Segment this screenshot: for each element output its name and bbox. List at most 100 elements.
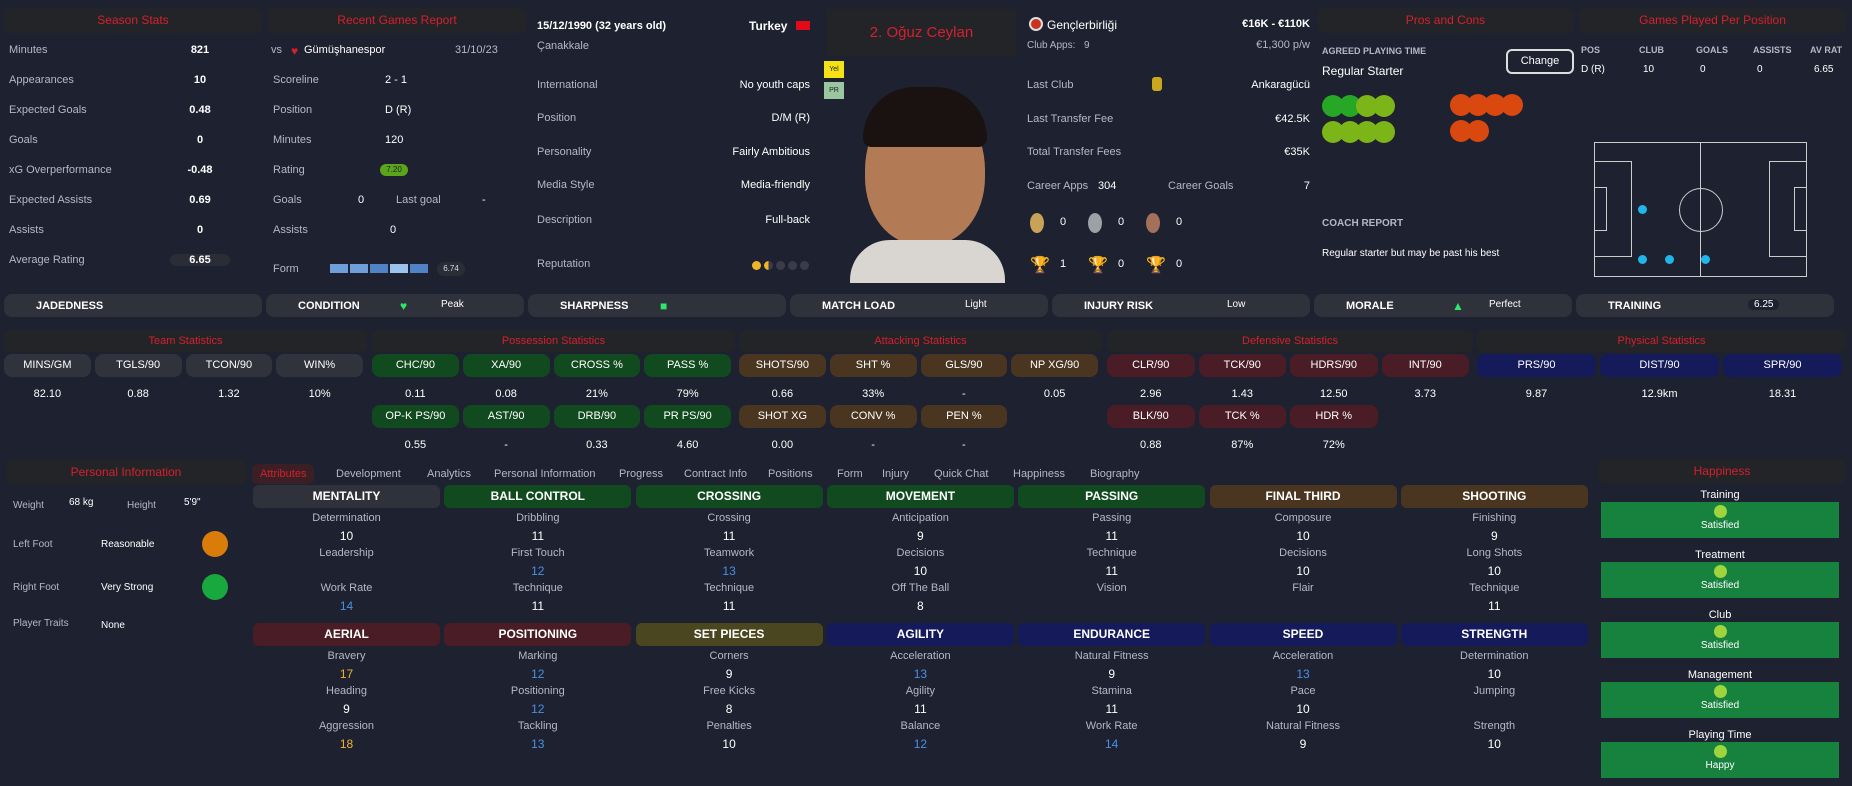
column-header[interactable]: ASSISTS: [1753, 45, 1792, 55]
pro-icon[interactable]: [1356, 121, 1378, 143]
stat-box[interactable]: HDR %: [1290, 405, 1378, 428]
column-value: 6.65: [1814, 64, 1834, 75]
tab-quick-chat[interactable]: Quick Chat: [934, 468, 989, 480]
stat-box[interactable]: TGLS/90: [94, 354, 182, 377]
change-button[interactable]: Change: [1506, 49, 1574, 74]
position-dot[interactable]: [1701, 255, 1710, 264]
stat-box[interactable]: INT/90: [1381, 354, 1469, 377]
status-value: Low: [1227, 299, 1246, 310]
attribute-label: Heading: [326, 685, 367, 697]
stat-box[interactable]: PASS %: [644, 354, 731, 377]
stat-label: Minutes: [9, 44, 48, 56]
stat-box[interactable]: CROSS %: [553, 354, 641, 377]
stat-box[interactable]: BLK/90: [1107, 405, 1195, 428]
tab-attributes[interactable]: Attributes: [252, 464, 315, 484]
tab-contract-info[interactable]: Contract Info: [684, 468, 747, 480]
stat-box[interactable]: CLR/90: [1107, 354, 1195, 377]
traits: None: [101, 620, 125, 631]
tab-personal-information[interactable]: Personal Information: [494, 468, 596, 480]
pro-icon[interactable]: [1339, 121, 1361, 143]
con-icon[interactable]: [1484, 94, 1506, 116]
last-goal: -: [482, 194, 486, 206]
stat-value: 79%: [676, 388, 699, 400]
con-icon[interactable]: [1450, 94, 1472, 116]
tab-positions[interactable]: Positions: [768, 468, 813, 480]
pro-icon[interactable]: [1322, 121, 1344, 143]
tab-progress[interactable]: Progress: [619, 468, 664, 480]
opponent[interactable]: Gümüşhanespor: [304, 44, 386, 56]
tab-biography[interactable]: Biography: [1090, 468, 1140, 480]
stat-box[interactable]: WIN%: [276, 354, 363, 377]
last-club[interactable]: Ankaragücü: [1251, 79, 1310, 91]
pro-icon[interactable]: [1373, 121, 1395, 143]
goals-label: Goals: [273, 194, 302, 206]
career-apps-label: Career Apps: [1027, 180, 1089, 192]
stat-box[interactable]: CONV %: [829, 405, 917, 428]
status-value: 6.25: [1748, 299, 1780, 310]
stat-box[interactable]: NP XG/90: [1011, 354, 1098, 377]
tab-analytics[interactable]: Analytics: [427, 468, 472, 480]
tab-happiness[interactable]: Happiness: [1013, 468, 1065, 480]
stat-box[interactable]: XA/90: [462, 354, 550, 377]
stat-box[interactable]: SHOTS/90: [739, 354, 826, 377]
stat-box[interactable]: AST/90: [462, 405, 550, 428]
column-header[interactable]: GOALS: [1696, 45, 1729, 55]
smiley-icon: [1713, 685, 1727, 698]
status-injury-risk: INJURY RISK: [1052, 294, 1310, 317]
stat-value: 0.33: [586, 439, 608, 451]
attribute-group-crossing: CROSSING: [635, 485, 823, 508]
stat-box[interactable]: TCK %: [1198, 405, 1286, 428]
stat-box[interactable]: TCON/90: [185, 354, 273, 377]
stat-box[interactable]: DIST/90: [1600, 354, 1719, 377]
rating-label: Rating: [273, 164, 305, 176]
attribute-label: Anticipation: [891, 512, 949, 524]
stat-box[interactable]: GLS/90: [920, 354, 1008, 377]
turkey-flag-icon: [796, 21, 810, 30]
stat-box[interactable]: PEN %: [920, 405, 1008, 428]
tab-form[interactable]: Form: [837, 468, 863, 480]
attribute-label: Dribbling: [516, 512, 560, 524]
con-icon[interactable]: [1501, 94, 1523, 116]
stat-box[interactable]: TCK/90: [1198, 354, 1286, 377]
stat-box[interactable]: OP-K PS/90: [372, 405, 459, 428]
stat-box[interactable]: MINS/GM: [4, 354, 91, 377]
con-icon[interactable]: [1450, 120, 1472, 142]
position-dot[interactable]: [1638, 255, 1647, 264]
stat-box[interactable]: PR PS/90: [644, 405, 731, 428]
stat-box[interactable]: CHC/90: [372, 354, 459, 377]
position-dot[interactable]: [1638, 205, 1647, 214]
stat-label: Goals: [9, 134, 38, 146]
club-name[interactable]: Gençlerbirliği: [1047, 18, 1118, 32]
pro-icon[interactable]: [1322, 95, 1344, 117]
pro-icon[interactable]: [1356, 95, 1378, 117]
stat-box[interactable]: SPR/90: [1723, 354, 1842, 377]
con-icon[interactable]: [1467, 120, 1489, 142]
con-icon[interactable]: [1467, 94, 1489, 116]
nation[interactable]: Turkey: [749, 19, 788, 33]
form-bar: [350, 264, 368, 273]
stat-box[interactable]: HDRS/90: [1290, 354, 1378, 377]
column-header[interactable]: CLUB: [1639, 45, 1664, 55]
stat-box[interactable]: PRS/90: [1477, 354, 1596, 377]
status-value: Perfect: [1489, 299, 1521, 310]
club-crest-icon: [1029, 17, 1043, 31]
stat-box[interactable]: DRB/90: [553, 405, 641, 428]
stat-box[interactable]: SHOT XG: [739, 405, 826, 428]
pro-icon[interactable]: [1339, 95, 1361, 117]
stat-box[interactable]: SHT %: [829, 354, 917, 377]
attribute-value: 14: [1105, 737, 1119, 751]
attribute-label: Jumping: [1473, 685, 1516, 697]
column-header[interactable]: AV RAT: [1810, 45, 1843, 55]
stat-value: 0: [196, 134, 204, 146]
stat-label: Appearances: [9, 74, 74, 86]
attribute-value: 9: [1299, 737, 1307, 751]
stat-value: 87%: [1231, 439, 1254, 451]
column-value: D (R): [1581, 64, 1605, 75]
tab-injury[interactable]: Injury: [882, 468, 909, 480]
attribute-value: 11: [1488, 599, 1501, 613]
position-dot[interactable]: [1665, 255, 1674, 264]
tab-development[interactable]: Development: [336, 468, 401, 480]
player-name: 2. Oğuz Ceylan: [827, 9, 1016, 56]
pro-icon[interactable]: [1373, 95, 1395, 117]
column-header[interactable]: POS: [1581, 45, 1601, 55]
